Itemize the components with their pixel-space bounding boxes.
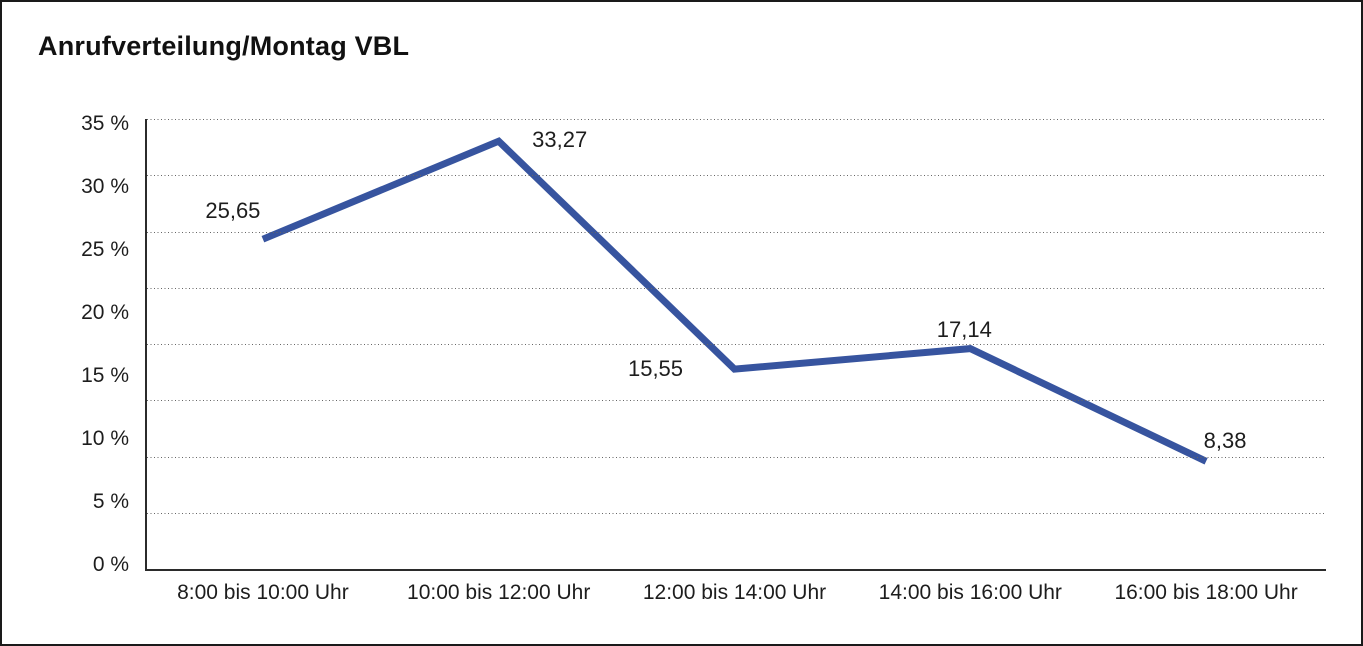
data-point-label: 33,27 <box>532 127 588 153</box>
y-tick-label: 5 % <box>92 490 129 513</box>
chart-title: Anrufverteilung/Montag VBL <box>38 31 410 61</box>
data-point-label: 8,38 <box>1203 428 1247 454</box>
x-category-label: 8:00 bis 10:00 Uhr <box>177 581 349 604</box>
y-tick-label: 0 % <box>92 553 129 576</box>
y-tick-label: 35 % <box>81 112 129 135</box>
gridline <box>147 231 1324 233</box>
y-axis-line <box>145 119 147 571</box>
y-tick-label: 15 % <box>81 364 129 387</box>
gridline <box>147 175 1324 177</box>
y-tick-label: 25 % <box>81 238 129 261</box>
y-tick-label: 10 % <box>81 427 129 450</box>
gridline <box>147 119 1324 120</box>
y-tick-label: 20 % <box>81 301 129 324</box>
x-axis-line <box>145 569 1326 571</box>
x-category-label: 10:00 bis 12:00 Uhr <box>407 581 591 604</box>
x-category-label: 16:00 bis 18:00 Uhr <box>1114 581 1298 604</box>
gridline <box>147 512 1324 514</box>
x-category-label: 14:00 bis 16:00 Uhr <box>878 581 1062 604</box>
data-point-label: 25,65 <box>205 198 261 224</box>
gridline <box>147 400 1324 402</box>
gridline <box>147 287 1324 289</box>
y-tick-label: 30 % <box>81 175 129 198</box>
gridline <box>147 344 1324 345</box>
gridline <box>147 456 1324 458</box>
x-category-label: 12:00 bis 14:00 Uhr <box>642 581 827 604</box>
data-point-label: 15,55 <box>627 356 684 382</box>
data-point-label: 17,14 <box>936 316 992 342</box>
